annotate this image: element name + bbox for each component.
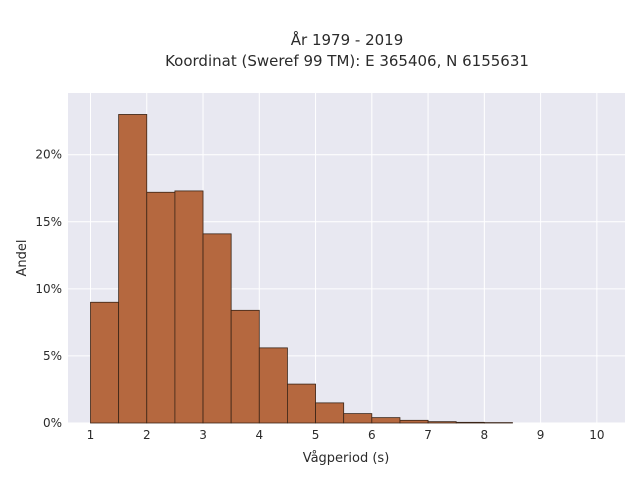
histogram-bar bbox=[90, 301, 120, 424]
histogram-bar bbox=[343, 413, 373, 424]
x-tick-label: 3 bbox=[199, 428, 207, 442]
histogram-bar bbox=[118, 114, 148, 424]
x-tick-label: 2 bbox=[143, 428, 151, 442]
y-axis-label: Andel bbox=[15, 240, 30, 277]
histogram-bar bbox=[371, 417, 401, 424]
histogram-bar bbox=[174, 190, 204, 424]
x-tick-label: 9 bbox=[537, 428, 545, 442]
histogram-bar bbox=[427, 421, 457, 424]
x-tick-label: 1 bbox=[87, 428, 95, 442]
y-tick-label: 15% bbox=[35, 215, 62, 229]
chart-title-line2: Koordinat (Sweref 99 TM): E 365406, N 61… bbox=[165, 52, 529, 70]
y-tick-label: 0% bbox=[43, 416, 62, 430]
y-tick-label: 20% bbox=[35, 148, 62, 162]
x-tick-label: 5 bbox=[312, 428, 320, 442]
x-tick-label: 8 bbox=[481, 428, 489, 442]
y-axis-ticks: 0% 5% 10% 15% 20% bbox=[35, 148, 62, 430]
x-tick-label: 10 bbox=[589, 428, 604, 442]
y-tick-label: 10% bbox=[35, 282, 62, 296]
histogram-bar bbox=[146, 191, 176, 424]
histogram-bar bbox=[455, 421, 485, 424]
x-tick-label: 7 bbox=[424, 428, 432, 442]
histogram-bar bbox=[399, 419, 429, 424]
x-axis-label: Vågperiod (s) bbox=[303, 451, 390, 466]
chart-title-line1: År 1979 - 2019 bbox=[291, 30, 404, 49]
histogram-bar bbox=[315, 402, 345, 424]
histogram-bar bbox=[258, 347, 288, 424]
x-tick-label: 6 bbox=[368, 428, 376, 442]
histogram-bar bbox=[287, 383, 316, 424]
histogram-bars bbox=[90, 114, 513, 424]
x-tick-label: 4 bbox=[255, 428, 263, 442]
y-tick-label: 5% bbox=[43, 349, 62, 363]
histogram-bar bbox=[230, 309, 260, 424]
x-axis-ticks: 1 2 3 4 5 6 7 8 9 10 bbox=[87, 428, 605, 442]
histogram-bar bbox=[202, 233, 232, 424]
